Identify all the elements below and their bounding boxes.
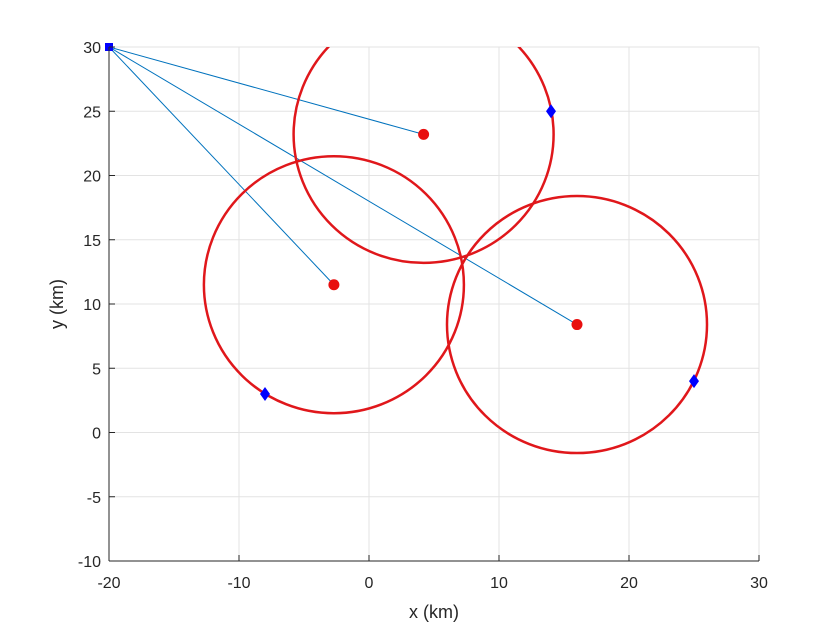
y-tick-label: 25 [83,104,101,121]
connection-line [108,46,424,135]
x-axis-label: x (km) [409,602,459,622]
x-tick-label: 0 [365,575,374,592]
diamond-point [260,386,270,401]
axes [108,46,760,562]
y-tick-label: 5 [92,361,101,378]
diamond-point [689,374,699,389]
y-axis-label: y (km) [47,279,67,329]
center-point [328,279,340,291]
tick-labels: -20 -10 0 10 20 30 -10 -5 0 5 10 15 20 25 30 [78,40,768,592]
y-tick-label: 30 [83,40,101,57]
center-point [418,128,430,140]
center-point [571,319,583,331]
x-tick-label: 30 [750,575,768,592]
x-tick-label: 10 [490,575,508,592]
connection-lines [108,46,578,325]
y-tick-label: -10 [78,554,101,571]
y-tick-label: 10 [83,297,101,314]
range-circles [202,47,709,455]
connection-line [108,46,335,286]
connection-line [108,46,578,325]
y-tick-label: -5 [87,490,101,507]
diamond-point [546,104,556,119]
range-circle [202,154,466,415]
y-tick-label: 15 [83,233,101,250]
range-circle [292,47,555,265]
range-circle [445,194,709,455]
y-tick-label: 0 [92,426,101,443]
x-tick-label: -10 [227,575,250,592]
y-tick-label: 20 [83,169,101,186]
x-tick-label: -20 [97,575,120,592]
x-tick-label: 20 [620,575,638,592]
